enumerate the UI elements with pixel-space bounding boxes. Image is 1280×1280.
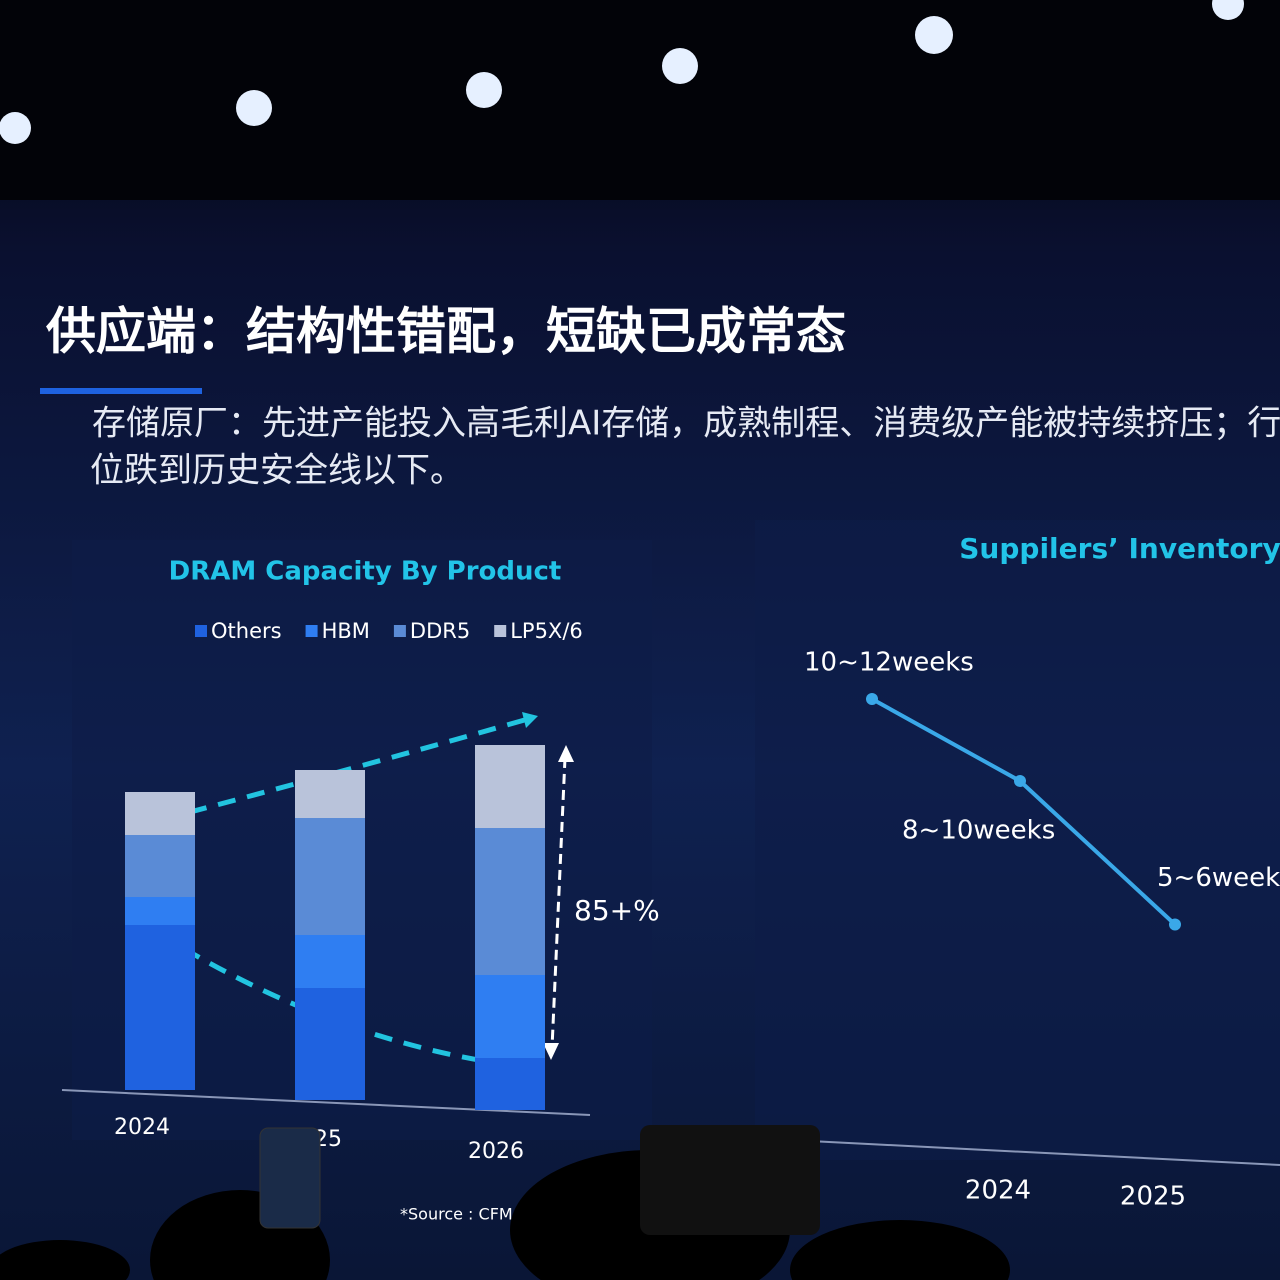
title-underline — [40, 388, 202, 394]
span-arrow — [550, 757, 567, 1049]
legend-label: HBM — [322, 619, 370, 643]
legend-swatch — [305, 625, 318, 637]
source-note: *Source : CFM, U — [400, 1205, 535, 1224]
bar-segment — [295, 935, 365, 988]
data-label: 10~12weeks — [804, 648, 974, 678]
ceiling — [0, 0, 1280, 200]
bar-segment — [125, 792, 195, 835]
legend-swatch — [195, 625, 207, 637]
bar-segment — [295, 770, 365, 818]
annotation: 85+% — [574, 894, 660, 927]
baseline — [61, 1089, 591, 1116]
legend-label: LP5X/6 — [510, 619, 583, 643]
bar-segment — [475, 1058, 545, 1110]
data-label: 5~6weeks — [1157, 863, 1280, 893]
legend-swatch — [393, 625, 406, 637]
point — [1014, 775, 1026, 787]
point — [866, 693, 878, 705]
bar-segment — [475, 975, 545, 1058]
legend-label: Others — [211, 619, 282, 643]
x-tick-label: 2025 — [1120, 1182, 1186, 1212]
data-label: 8~10weeks — [902, 816, 1055, 846]
phone — [259, 1127, 321, 1229]
bar-segment — [125, 835, 195, 897]
x-tick-label: 2026 — [468, 1139, 524, 1164]
stage-lights — [0, 0, 1244, 144]
bar-segment — [295, 818, 365, 935]
point — [1169, 918, 1181, 931]
chart-title: Suppilers’ Inventory — [959, 532, 1280, 565]
x-tick-label: 2024 — [965, 1176, 1031, 1206]
marks: 2024 2025 2026 Others HBM DDR5 LP5X/6 10~12week… — [114, 619, 1280, 1212]
arrow-head — [522, 712, 538, 728]
baseline — [789, 1139, 1280, 1166]
bar-segment — [125, 925, 195, 1090]
bar-segment — [475, 745, 545, 828]
bar-segment — [295, 988, 365, 1100]
trend-arrow — [159, 714, 536, 823]
x-tick-label: 2024 — [114, 1115, 170, 1140]
legend-label: DDR5 — [410, 619, 470, 643]
bar-segment — [125, 897, 195, 925]
subtitle-line: 位跌到历史安全线以下。 — [90, 451, 464, 491]
legend-swatch — [494, 625, 507, 637]
phone — [640, 1125, 820, 1235]
subtitle-line: 存储原厂：先进产能投入高毛利AI存储，成熟制程、消费级产能被持续挤压；行业 — [92, 404, 1280, 444]
chart-title: DRAM Capacity By Product — [169, 557, 562, 587]
bar-segment — [475, 828, 545, 975]
chart-panel — [755, 520, 1280, 1160]
slide-title: 供应端：结构性错配，短缺已成常态 — [46, 303, 846, 361]
